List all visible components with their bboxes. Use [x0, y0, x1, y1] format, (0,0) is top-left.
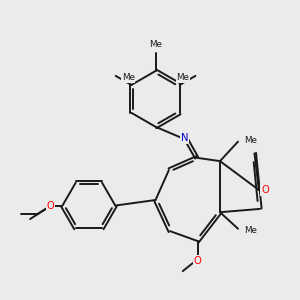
Text: Me: Me — [122, 73, 135, 82]
Text: Me: Me — [149, 40, 162, 49]
Text: Me: Me — [176, 73, 189, 82]
Text: O: O — [194, 256, 202, 266]
Text: O: O — [261, 185, 269, 195]
Text: Me: Me — [244, 136, 257, 145]
Text: N: N — [181, 133, 188, 143]
Text: Me: Me — [244, 226, 257, 235]
Text: O: O — [47, 201, 55, 211]
